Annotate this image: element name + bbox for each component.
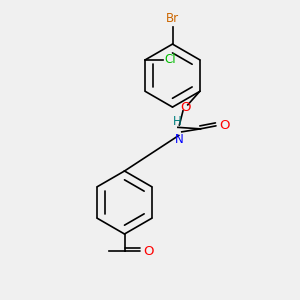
Text: Cl: Cl (164, 53, 176, 66)
Text: N: N (174, 133, 183, 146)
Text: H: H (172, 115, 182, 128)
Text: O: O (143, 245, 154, 258)
Text: Br: Br (166, 12, 179, 25)
Text: O: O (219, 119, 230, 132)
Text: O: O (180, 101, 190, 114)
